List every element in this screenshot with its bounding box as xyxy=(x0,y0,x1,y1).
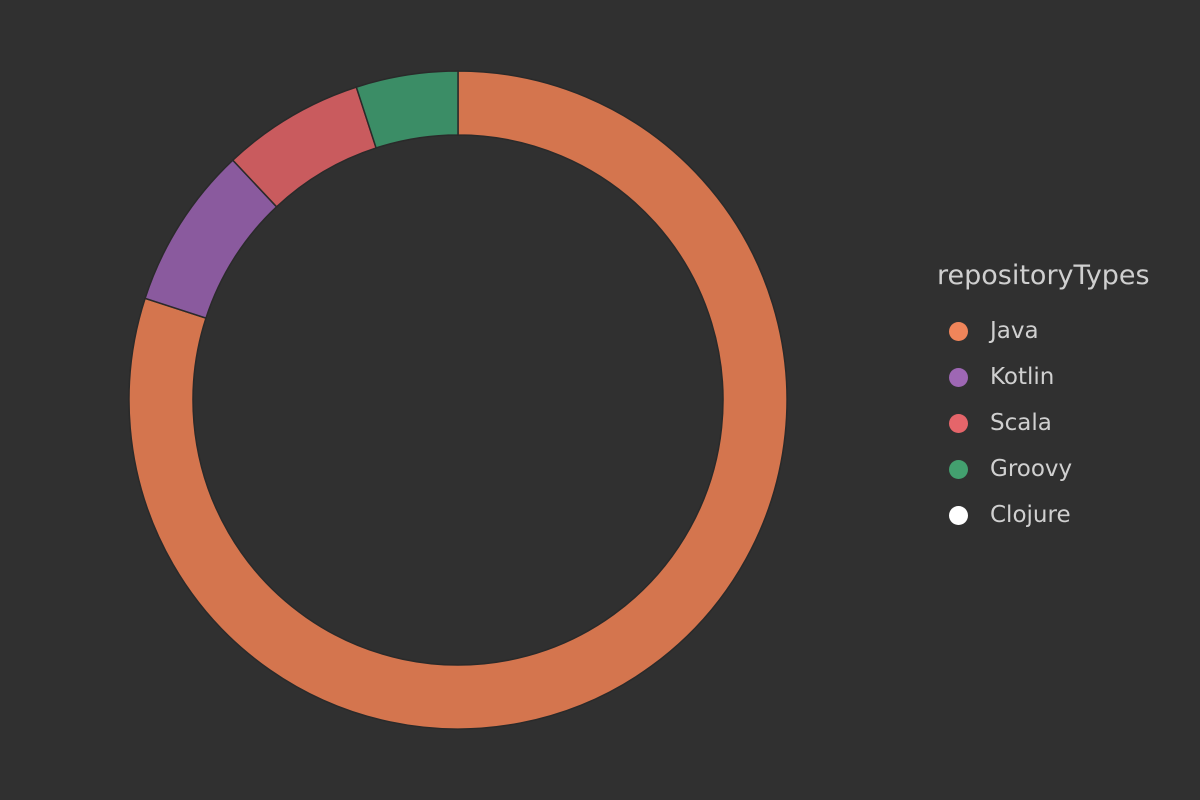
legend-item-java[interactable]: Java xyxy=(937,308,1187,354)
legend-item-scala[interactable]: Scala xyxy=(937,400,1187,446)
legend-item-groovy[interactable]: Groovy xyxy=(937,446,1187,492)
legend-title: repositoryTypes xyxy=(937,260,1150,291)
legend-label: Clojure xyxy=(990,502,1071,528)
chart-legend: repositoryTypes Java Kotlin Scala Groovy Clo… xyxy=(937,258,1187,538)
legend-label: Java xyxy=(990,318,1039,344)
legend-swatch-scala xyxy=(949,413,968,433)
legend-label: Scala xyxy=(990,410,1052,436)
legend-item-kotlin[interactable]: Kotlin xyxy=(937,354,1187,400)
slice-groovy[interactable] xyxy=(355,70,459,149)
legend-swatch-kotlin xyxy=(949,367,968,387)
legend-swatch-clojure xyxy=(949,505,968,525)
legend-swatch-groovy xyxy=(949,459,968,479)
legend-item-clojure[interactable]: Clojure xyxy=(937,492,1187,538)
legend-label: Groovy xyxy=(990,456,1073,482)
slice-java[interactable] xyxy=(128,70,788,730)
legend-label: Kotlin xyxy=(990,364,1055,390)
legend-swatch-java xyxy=(949,321,968,341)
